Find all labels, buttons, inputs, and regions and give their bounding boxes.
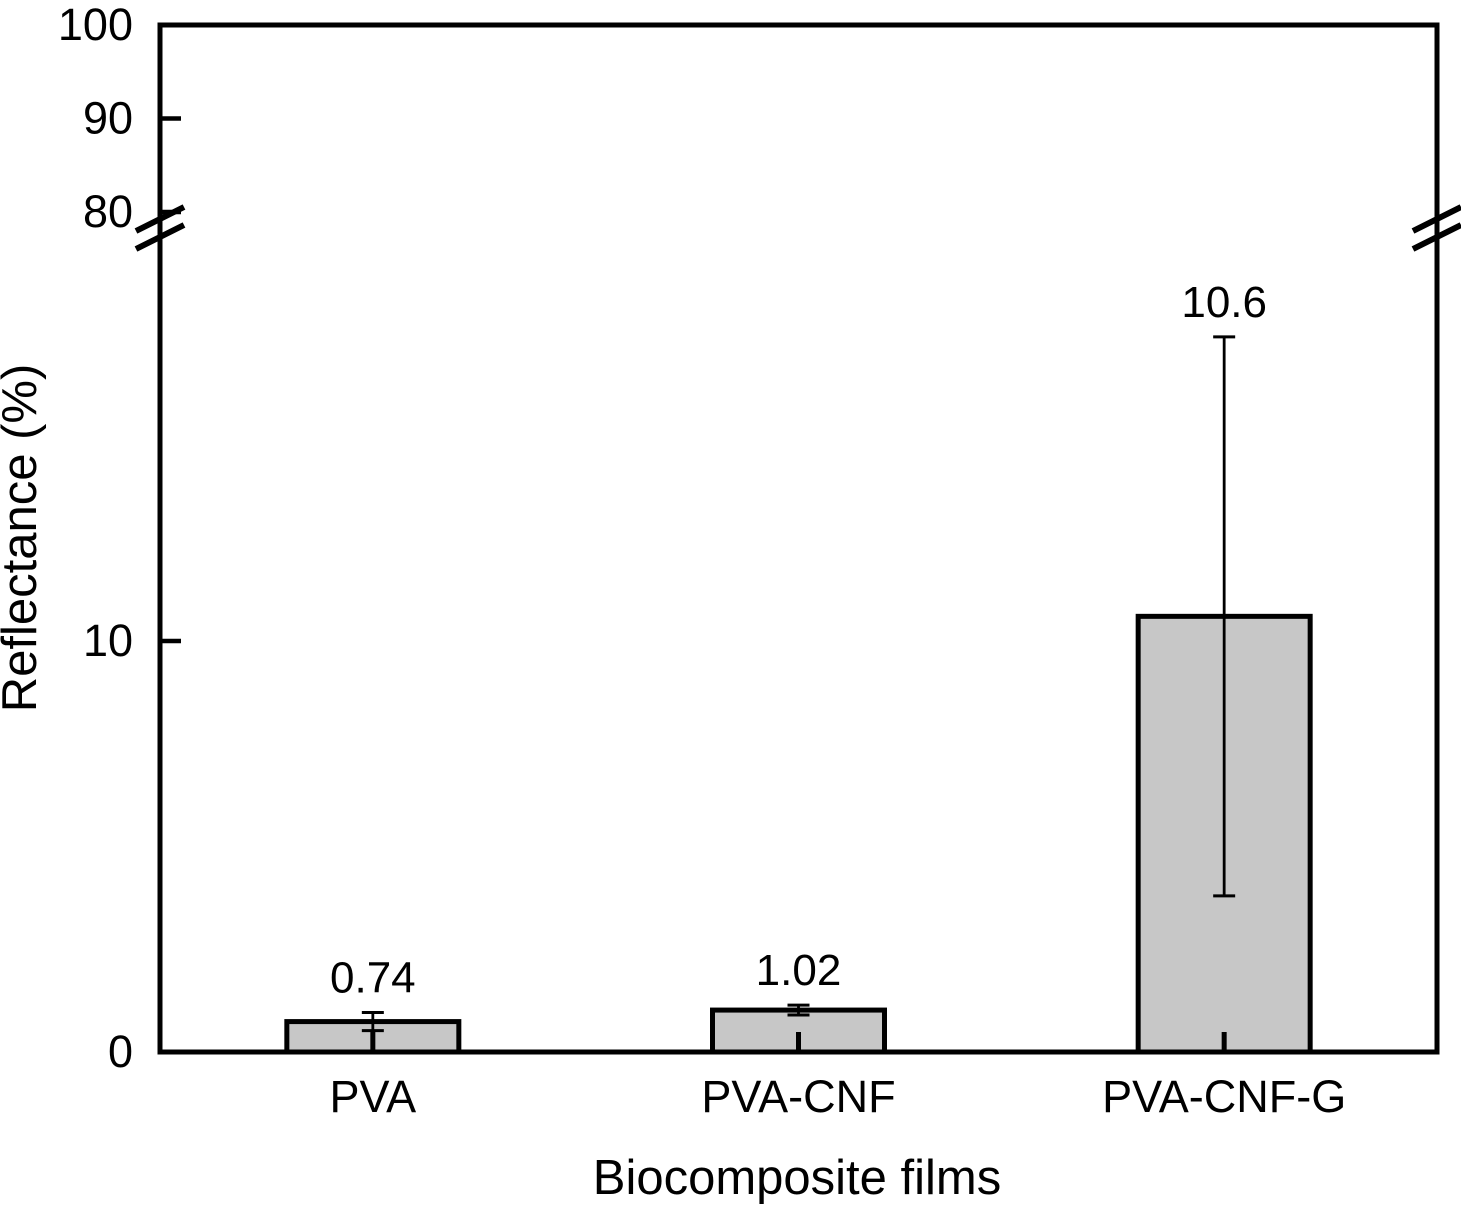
x-axis-title: Biocomposite films bbox=[593, 1151, 1001, 1205]
y-tick-label: 0 bbox=[108, 1026, 133, 1077]
x-tick-label: PVA-CNF bbox=[701, 1071, 895, 1122]
y-tick-labels-group: 0 10 80 90 100 bbox=[58, 0, 133, 1077]
bar-value-label: 1.02 bbox=[756, 946, 842, 995]
axis-break-slash-icon bbox=[1411, 222, 1461, 252]
y-axis-title: Reflectance (%) bbox=[0, 364, 47, 713]
y-tick-label: 100 bbox=[58, 0, 133, 50]
y-tick-label: 90 bbox=[83, 93, 133, 144]
bar-value-label: 10.6 bbox=[1181, 278, 1267, 327]
category-labels-group: PVA PVA-CNF PVA-CNF-G bbox=[329, 1071, 1346, 1122]
bar-value-label: 0.74 bbox=[330, 954, 416, 1003]
axis-break-marks-left bbox=[134, 204, 186, 252]
axis-break-slash-icon bbox=[134, 222, 186, 252]
axis-break-marks-right bbox=[1411, 204, 1461, 252]
x-ticks-group bbox=[370, 1032, 1227, 1052]
y-tick-label: 10 bbox=[83, 615, 133, 666]
error-bars-group bbox=[361, 335, 1236, 1033]
x-tick-label: PVA-CNF-G bbox=[1102, 1071, 1346, 1122]
value-labels-group: 0.74 1.02 10.6 bbox=[330, 278, 1267, 1003]
x-tick-label: PVA bbox=[329, 1071, 416, 1122]
y-ticks-group bbox=[160, 116, 181, 644]
axis-break-slash-icon bbox=[134, 204, 186, 234]
axis-break-slash-icon bbox=[1411, 204, 1461, 234]
y-tick-label: 80 bbox=[83, 186, 133, 237]
